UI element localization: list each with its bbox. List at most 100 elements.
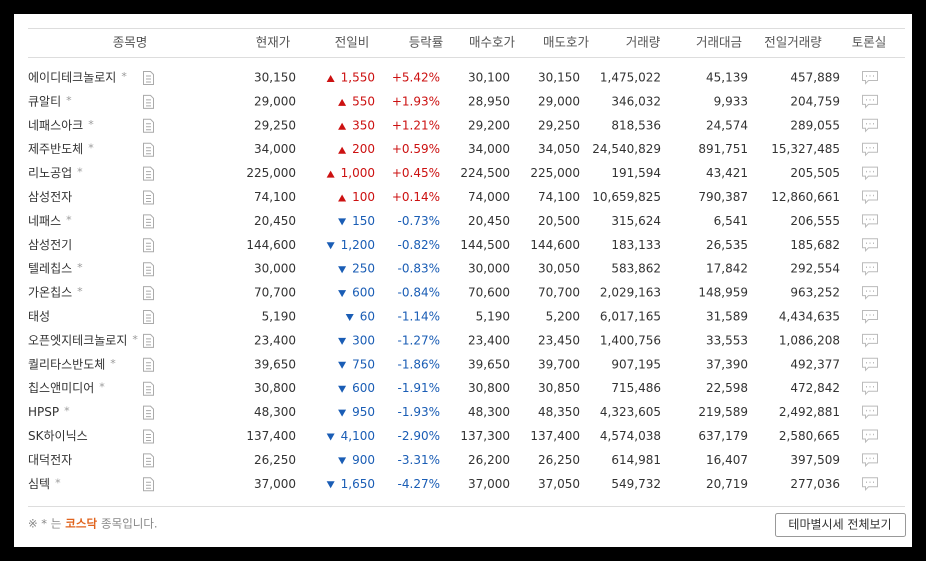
- doc-icon[interactable]: [143, 262, 154, 277]
- stock-name[interactable]: 큐알티: [28, 94, 61, 108]
- cell-ask: 29,250: [538, 118, 580, 132]
- stock-name[interactable]: 네패스: [28, 214, 61, 228]
- cell-amount: 22,598: [706, 381, 748, 395]
- cell-amount: 37,390: [706, 357, 748, 371]
- cell-prev-volume: 2,492,881: [779, 405, 840, 419]
- cell-volume: 4,323,605: [600, 405, 661, 419]
- cell-volume: 183,133: [611, 238, 661, 252]
- cell-change: 1,550: [341, 71, 375, 85]
- kosdaq-star: *: [99, 381, 105, 394]
- stock-name[interactable]: 칩스앤미디어: [28, 381, 94, 395]
- doc-icon[interactable]: [143, 310, 154, 324]
- cell-change: 950: [352, 405, 375, 419]
- doc-icon[interactable]: [143, 142, 154, 157]
- cell-prev-volume: 15,327,485: [771, 142, 840, 156]
- discussion-icon[interactable]: [862, 453, 878, 468]
- cell-amount: 6,541: [714, 214, 748, 228]
- discussion-icon[interactable]: [862, 71, 878, 85]
- discussion-icon[interactable]: [862, 405, 878, 420]
- discussion-icon[interactable]: [862, 118, 878, 133]
- cell-volume: 315,624: [611, 214, 661, 228]
- discussion-icon[interactable]: [862, 381, 878, 396]
- cell-bid: 48,300: [468, 405, 510, 419]
- doc-icon[interactable]: [143, 405, 154, 420]
- stock-name[interactable]: 심텍: [28, 477, 50, 491]
- stock-name[interactable]: 제주반도체: [28, 142, 83, 156]
- stock-name[interactable]: 삼성전자: [28, 190, 72, 204]
- button[interactable]: 테마별시세 전체보기: [775, 513, 906, 537]
- doc-icon[interactable]: [143, 333, 154, 348]
- doc-icon[interactable]: [143, 238, 154, 253]
- cell-volume: 715,486: [611, 381, 661, 395]
- column-header: 전일비: [335, 35, 370, 50]
- cell-change: 1,000: [341, 166, 375, 180]
- cell-rate: +0.45%: [392, 166, 440, 180]
- cell-prev-volume: 292,554: [790, 262, 840, 276]
- table: 종목명 현재가 전일비 등락률 매수호가 매도호가 거래량 거래대금 전일거래량 토론실에이디테크…: [28, 35, 886, 492]
- doc-icon[interactable]: [143, 190, 154, 205]
- doc-icon[interactable]: [143, 477, 154, 492]
- cell-change: 250: [352, 262, 375, 276]
- button-box[interactable]: [775, 513, 906, 537]
- doc-icon[interactable]: [143, 381, 154, 396]
- down-arrow: [326, 433, 335, 441]
- cell-ask: 48,350: [538, 405, 580, 419]
- doc-icon[interactable]: [143, 453, 154, 468]
- stock-name[interactable]: 삼성전기: [28, 238, 72, 252]
- cell-amount: 219,589: [698, 405, 748, 419]
- doc-icon[interactable]: [143, 357, 154, 372]
- cell-change: 350: [352, 118, 375, 132]
- cell-ask: 30,850: [538, 381, 580, 395]
- cell-rate: -1.14%: [398, 310, 440, 324]
- stock-name[interactable]: 퀄리타스반도체: [28, 357, 105, 371]
- discussion-icon[interactable]: [862, 214, 878, 229]
- doc-icon[interactable]: [143, 214, 154, 229]
- cell-prev-volume: 206,555: [790, 214, 840, 228]
- cell-volume: 1,400,756: [600, 333, 661, 347]
- stock-name[interactable]: 태성: [28, 310, 50, 324]
- up-arrow: [338, 194, 347, 202]
- column-header: 등락률: [409, 35, 444, 50]
- discussion-icon[interactable]: [862, 94, 878, 109]
- kosdaq-star: *: [77, 285, 83, 298]
- doc-icon[interactable]: [143, 118, 154, 133]
- discussion-icon[interactable]: [862, 477, 878, 492]
- stock-name[interactable]: 대덕전자: [28, 453, 72, 467]
- discussion-icon[interactable]: [862, 142, 878, 157]
- stock-name[interactable]: 가온칩스: [28, 286, 72, 300]
- cell-change: 1,200: [341, 238, 375, 252]
- button-label[interactable]: 테마별시세 전체보기: [788, 518, 891, 532]
- discussion-icon[interactable]: [862, 429, 878, 444]
- doc-icon[interactable]: [143, 429, 154, 444]
- doc-icon[interactable]: [143, 286, 154, 301]
- discussion-icon[interactable]: [862, 286, 878, 300]
- stock-name[interactable]: 텔레칩스: [28, 262, 72, 276]
- doc-icon[interactable]: [143, 94, 154, 109]
- cell-ask: 225,000: [530, 166, 580, 180]
- footer-highlight: 코스닥: [65, 517, 97, 531]
- cell-rate: -0.82%: [398, 238, 440, 252]
- discussion-icon[interactable]: [862, 310, 878, 324]
- stock-name[interactable]: HPSP: [28, 405, 59, 419]
- cell-amount: 45,139: [706, 71, 748, 85]
- stock-name[interactable]: SK하이닉스: [28, 429, 88, 443]
- doc-icon[interactable]: [143, 71, 154, 85]
- stock-name[interactable]: 오픈엣지테크놀로지: [28, 333, 127, 347]
- stock-name[interactable]: 리노공업: [28, 166, 72, 180]
- discussion-icon[interactable]: [862, 262, 878, 276]
- cell-rate: -1.86%: [398, 357, 440, 371]
- cell-ask: 30,050: [538, 262, 580, 276]
- up-arrow: [338, 146, 347, 154]
- discussion-icon[interactable]: [862, 357, 878, 372]
- cell-price: 23,400: [254, 333, 296, 347]
- discussion-icon[interactable]: [862, 166, 878, 181]
- up-arrow: [326, 170, 335, 178]
- discussion-icon[interactable]: [862, 190, 878, 205]
- cell-rate: -2.90%: [398, 429, 440, 443]
- discussion-icon[interactable]: [862, 333, 878, 348]
- stock-name[interactable]: 에이디테크놀로지: [28, 71, 116, 85]
- stock-name[interactable]: 네패스아크: [28, 118, 83, 132]
- cell-change: 1,650: [341, 477, 375, 491]
- discussion-icon[interactable]: [862, 238, 878, 253]
- doc-icon[interactable]: [143, 166, 154, 181]
